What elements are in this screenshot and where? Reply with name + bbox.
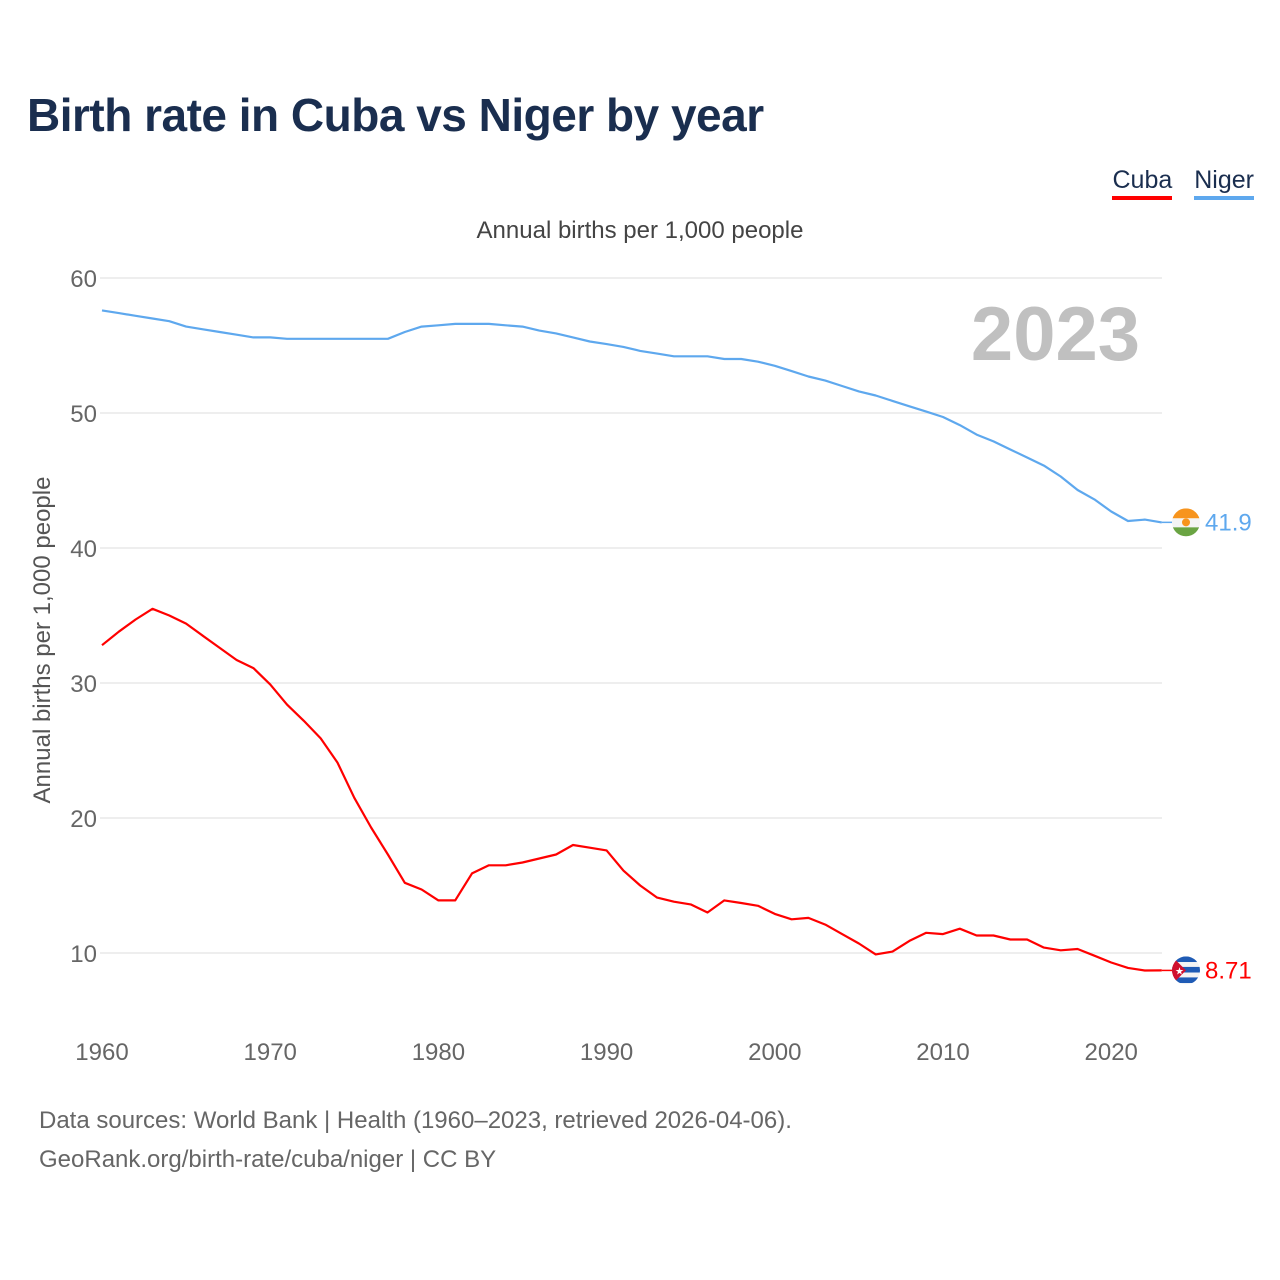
y-tick-label: 60	[70, 266, 97, 293]
x-tick-label: 2010	[916, 1039, 969, 1066]
cuba-flag-icon: ★	[1172, 956, 1200, 985]
x-tick-label: 1980	[412, 1039, 465, 1066]
footer-source: Data sources: World Bank | Health (1960–…	[39, 1107, 792, 1134]
legend: Cuba Niger	[1112, 166, 1254, 200]
legend-item-cuba[interactable]: Cuba	[1112, 166, 1173, 200]
y-tick-label: 40	[70, 536, 97, 563]
y-tick-label: 20	[70, 806, 97, 833]
end-value-label-niger: 41.9	[1205, 509, 1252, 536]
y-tick-label: 10	[70, 941, 97, 968]
y-tick-label: 50	[70, 401, 97, 428]
chart-title: Birth rate in Cuba vs Niger by year	[27, 89, 764, 141]
y-tick-label: 30	[70, 671, 97, 698]
legend-item-niger[interactable]: Niger	[1194, 166, 1254, 200]
series-line-niger	[101, 309, 1162, 524]
chart-subtitle: Annual births per 1,000 people	[476, 217, 804, 244]
series-line-cuba	[101, 607, 1162, 972]
x-tick-label: 1960	[75, 1039, 128, 1066]
x-tick-label: 1970	[244, 1039, 297, 1066]
x-tick-label: 2000	[748, 1039, 801, 1066]
x-tick-label: 1990	[580, 1039, 633, 1066]
footer-link[interactable]: GeoRank.org/birth-rate/cuba/niger | CC B…	[39, 1146, 497, 1173]
x-tick-label: 2020	[1085, 1039, 1138, 1066]
end-value-label-cuba: 8.71	[1205, 957, 1252, 984]
y-axis-label: Annual births per 1,000 people	[29, 477, 56, 804]
year-watermark: 2023	[971, 292, 1140, 377]
svg-text:★: ★	[1175, 966, 1184, 977]
niger-flag-icon	[1172, 508, 1200, 537]
